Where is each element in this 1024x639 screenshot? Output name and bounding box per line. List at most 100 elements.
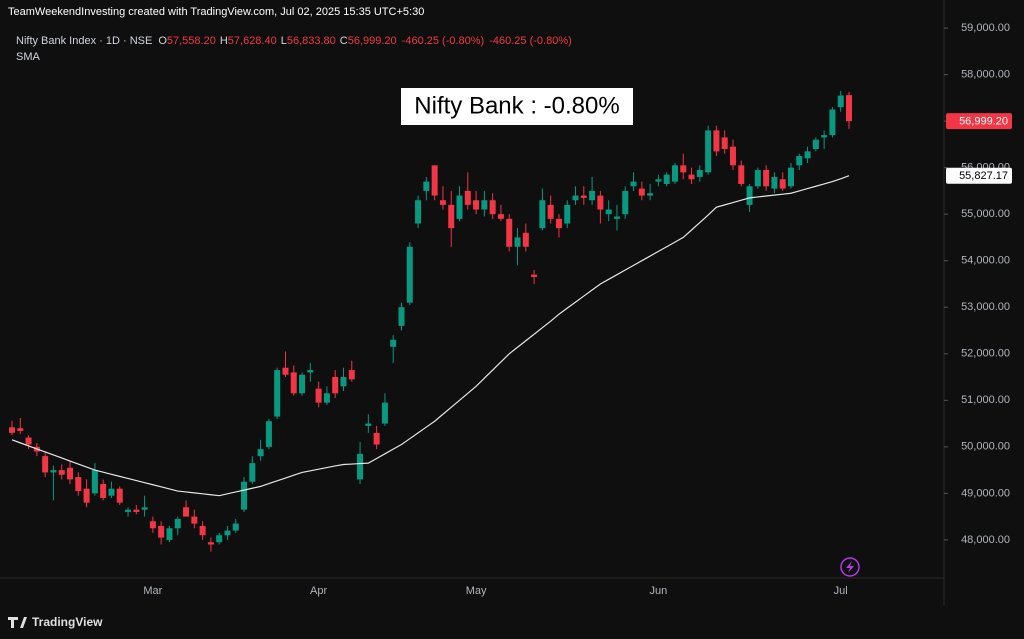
candle-body xyxy=(158,525,165,538)
y-tick-label: 55,000.00 xyxy=(961,208,1010,220)
candle-body xyxy=(754,169,761,187)
y-tick-label: 53,000.00 xyxy=(961,301,1010,313)
candle-body xyxy=(464,190,471,205)
y-tick-label: 52,000.00 xyxy=(961,348,1010,360)
candle-body xyxy=(406,246,413,303)
candle-body xyxy=(91,470,98,494)
candle-body xyxy=(456,195,463,219)
legend-key: H xyxy=(220,35,228,47)
candle-body xyxy=(647,193,654,196)
legend: Nifty Bank Index · 1D · NSE O57,558.20 H57… xyxy=(16,35,572,47)
candle-body xyxy=(357,453,364,480)
candle-body xyxy=(705,130,712,173)
x-tick-label: Apr xyxy=(310,585,327,597)
candle-body xyxy=(17,428,24,432)
candle-body xyxy=(713,130,720,152)
candle-body xyxy=(307,370,314,373)
candle-body xyxy=(431,165,438,196)
legend-value: 57,558.20 xyxy=(167,35,216,47)
candle-body xyxy=(763,169,770,187)
legend-key: C xyxy=(340,35,348,47)
candle-body xyxy=(265,421,272,447)
legend-key: L xyxy=(281,35,287,47)
candle-body xyxy=(183,507,190,517)
candle-body xyxy=(282,367,289,375)
candle-body xyxy=(671,165,678,182)
candle-body xyxy=(779,179,786,189)
candle-body xyxy=(116,488,123,503)
candle-body xyxy=(613,216,620,219)
candle-body xyxy=(804,151,811,159)
candle-body xyxy=(108,488,115,496)
candle-body xyxy=(224,530,231,536)
candle-body xyxy=(489,200,496,215)
candle-body xyxy=(696,169,703,177)
candle-body xyxy=(398,307,405,326)
candle-body xyxy=(315,388,322,403)
candle-body xyxy=(381,402,388,424)
candle-body xyxy=(846,95,852,122)
candle-body xyxy=(605,209,612,215)
candle-body xyxy=(688,174,695,180)
candle-body xyxy=(67,467,74,480)
candle-body xyxy=(473,200,480,210)
legend-value: 57,628.40 xyxy=(228,35,277,47)
candle-body xyxy=(555,218,562,229)
indicator-label: SMA xyxy=(16,51,41,63)
price-label-box xyxy=(946,167,1012,184)
candle-body xyxy=(439,200,446,205)
candle-body xyxy=(75,477,82,492)
candle-body xyxy=(663,174,670,184)
x-tick-label: Jun xyxy=(650,585,668,597)
candle-body xyxy=(829,109,836,136)
y-tick-label: 48,000.00 xyxy=(961,534,1010,546)
candle-body xyxy=(812,139,819,150)
legend-value: 56,999.20 xyxy=(348,35,397,47)
candle-body xyxy=(133,509,140,512)
candle-body xyxy=(738,165,745,184)
x-tick-label: Mar xyxy=(143,585,162,597)
candle-body xyxy=(415,200,422,224)
price-label: 56,999.20 xyxy=(959,116,1008,128)
legend-symbol: Nifty Bank Index · 1D · NSE xyxy=(16,35,152,47)
candle-body xyxy=(199,525,206,536)
candle-body xyxy=(390,339,397,347)
candle-body xyxy=(787,167,794,187)
y-tick-label: 59,000.00 xyxy=(961,22,1010,34)
legend-value: 56,833.80 xyxy=(287,35,336,47)
candle-body xyxy=(572,195,579,201)
candle-body xyxy=(497,214,504,219)
annotation: Nifty Bank : -0.80% xyxy=(414,92,619,119)
candle-body xyxy=(729,146,736,166)
brand: TradingView xyxy=(32,615,103,629)
candle-body xyxy=(141,507,148,510)
attribution: TeamWeekendInvesting created with Tradin… xyxy=(8,6,424,18)
candle-body xyxy=(125,509,132,512)
y-tick-label: 51,000.00 xyxy=(961,394,1010,406)
candle-body xyxy=(531,274,538,277)
candle-body xyxy=(589,190,596,201)
candle-body xyxy=(100,484,107,499)
candle-body xyxy=(481,200,488,210)
y-tick-label: 58,000.00 xyxy=(961,68,1010,80)
candle-body xyxy=(348,370,355,380)
y-tick-label: 49,000.00 xyxy=(961,487,1010,499)
candle-body xyxy=(721,137,728,150)
candle-body xyxy=(522,232,529,247)
candle-body xyxy=(257,449,264,457)
candle-body xyxy=(373,432,380,445)
candle-body xyxy=(174,518,181,529)
candle-body xyxy=(83,488,90,503)
candle-body xyxy=(771,176,778,189)
candle-body xyxy=(332,377,339,394)
candle-body xyxy=(796,156,803,166)
candle-body xyxy=(746,186,753,205)
legend-key: O xyxy=(158,35,167,47)
legend-change: -460.25 (-0.80%) xyxy=(402,35,485,47)
brand-logo xyxy=(8,617,27,628)
candle-body xyxy=(50,470,57,473)
candle-body xyxy=(448,204,455,229)
candle-body xyxy=(191,516,198,524)
candle-body xyxy=(299,374,306,394)
